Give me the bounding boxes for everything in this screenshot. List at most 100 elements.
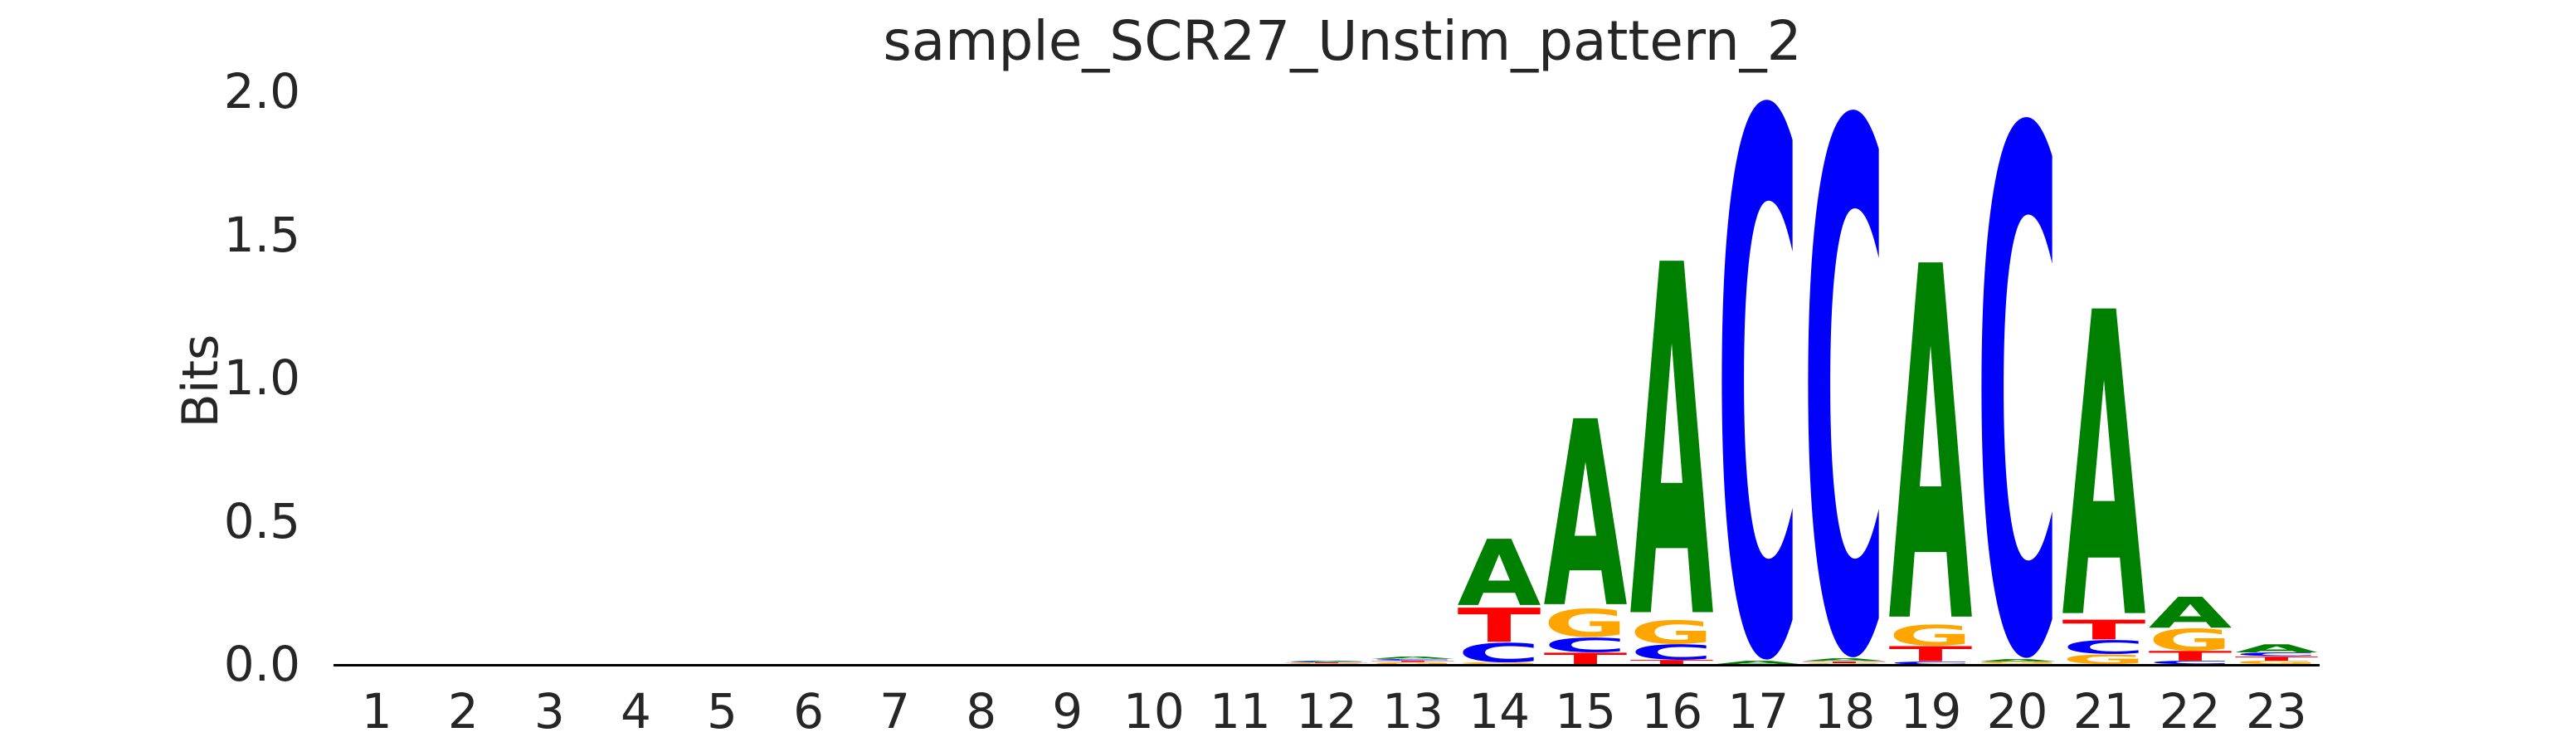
- svg-text:A: A: [1371, 657, 1455, 659]
- svg-text:T: T: [2234, 657, 2318, 661]
- x-tick-label: 23: [2245, 683, 2307, 740]
- logo-letter-T: T: [1542, 652, 1629, 664]
- svg-text:G: G: [1371, 662, 1455, 664]
- logo-letter-C: C: [1887, 662, 1974, 664]
- x-tick-label: 4: [620, 683, 651, 740]
- logo-letter-A: A: [1887, 253, 1974, 624]
- logo-stack-pos-5: [679, 0, 765, 664]
- svg-text:G: G: [1544, 608, 1628, 637]
- logo-stack-pos-18: GTAC: [1801, 0, 1887, 664]
- logo-letter-A: A: [1715, 661, 1801, 664]
- svg-text:C: C: [2148, 661, 2232, 664]
- svg-text:T: T: [1630, 660, 1714, 664]
- logo-letter-C: C: [1801, 105, 1887, 658]
- logo-letter-G: G: [2061, 654, 2147, 664]
- svg-text:G: G: [2148, 628, 2232, 651]
- svg-text:T: T: [1889, 646, 1973, 662]
- logo-letter-T: T: [1456, 607, 1542, 642]
- svg-text:A: A: [2234, 644, 2318, 652]
- logo-stack-pos-2: [420, 0, 506, 664]
- svg-text:G: G: [1285, 663, 1369, 664]
- svg-text:C: C: [1458, 642, 1541, 662]
- x-tick-label: 21: [2072, 683, 2135, 740]
- x-tick-label: 16: [1641, 683, 1703, 740]
- x-tick-label: 14: [1468, 683, 1531, 740]
- logo-letter-A: A: [2147, 596, 2233, 628]
- logo-letter-T: T: [2061, 619, 2147, 640]
- logo-letter-G: G: [1975, 662, 2061, 664]
- logo-letter-A: A: [1370, 657, 1456, 659]
- logo-stack-pos-7: [852, 0, 938, 664]
- logo-letter-A: A: [1975, 659, 2061, 662]
- x-tick-label: 10: [1122, 683, 1185, 740]
- svg-text:G: G: [1803, 663, 1887, 664]
- logo-letter-C: C: [1542, 637, 1629, 652]
- svg-text:A: A: [2062, 300, 2146, 619]
- logo-letter-A: A: [2233, 644, 2320, 652]
- svg-text:G: G: [1889, 624, 1973, 646]
- logo-letter-A: A: [1629, 251, 1715, 619]
- logo-letter-A: A: [1801, 658, 1887, 661]
- svg-text:A: A: [1975, 659, 2059, 662]
- x-tick-label: 13: [1382, 683, 1444, 740]
- y-tick-label: 0.0: [223, 636, 300, 692]
- logo-stack-pos-11: [1197, 0, 1283, 664]
- logo-stack-pos-3: [506, 0, 592, 664]
- x-tick-label: 15: [1555, 683, 1617, 740]
- logo-letter-T: T: [1629, 660, 1715, 664]
- y-tick-label: 1.5: [223, 206, 300, 263]
- svg-text:T: T: [1371, 661, 1455, 662]
- svg-text:C: C: [1544, 637, 1628, 652]
- x-tick-label: 22: [2159, 683, 2221, 740]
- svg-text:A: A: [1544, 413, 1628, 608]
- svg-text:C: C: [1889, 662, 1973, 664]
- logo-stack-pos-1: [334, 0, 420, 664]
- svg-text:A: A: [1630, 251, 1715, 619]
- svg-text:G: G: [2234, 661, 2318, 664]
- svg-text:A: A: [1285, 661, 1369, 662]
- logo-stack-pos-8: [938, 0, 1025, 664]
- svg-text:T: T: [1803, 662, 1887, 663]
- logo-letter-G: G: [1542, 608, 1629, 637]
- logo-letter-T: T: [2233, 657, 2320, 661]
- x-tick-label: 11: [1209, 683, 1271, 740]
- logo-letter-A: A: [1283, 661, 1370, 662]
- logo-letter-A: A: [1456, 537, 1542, 606]
- svg-text:T: T: [1544, 652, 1628, 664]
- svg-text:A: A: [1803, 658, 1887, 661]
- logo-letter-G: G: [1456, 662, 1542, 664]
- logo-letter-G: G: [1629, 620, 1715, 644]
- svg-text:G: G: [1975, 662, 2059, 664]
- logo-stack-pos-4: [592, 0, 679, 664]
- x-tick-label: 7: [879, 683, 911, 740]
- logo-stack-pos-10: [1111, 0, 1197, 664]
- svg-text:G: G: [1630, 620, 1714, 644]
- logo-letter-C: C: [2233, 652, 2320, 656]
- logo-letter-C: C: [2061, 640, 2147, 654]
- svg-text:T: T: [1458, 607, 1541, 642]
- logo-letter-T: T: [2147, 651, 2233, 661]
- svg-text:C: C: [2234, 652, 2318, 656]
- logo-letter-A: A: [1542, 413, 1629, 608]
- svg-text:A: A: [1717, 661, 1800, 664]
- svg-text:G: G: [1458, 662, 1541, 664]
- x-tick-label: 20: [1986, 683, 2048, 740]
- logo-letter-T: T: [1370, 661, 1456, 662]
- logo-letter-C: C: [2147, 661, 2233, 664]
- y-tick-label: 1.0: [223, 349, 300, 406]
- logo-letter-G: G: [1887, 624, 1974, 646]
- logo-letter-C: C: [1370, 659, 1456, 661]
- logo-letter-C: C: [1715, 95, 1801, 661]
- plot-title: sample_SCR27_Unstim_pattern_2: [883, 9, 1802, 73]
- logo-letter-G: G: [2233, 661, 2320, 664]
- svg-text:C: C: [2062, 640, 2145, 654]
- svg-text:C: C: [1371, 659, 1455, 661]
